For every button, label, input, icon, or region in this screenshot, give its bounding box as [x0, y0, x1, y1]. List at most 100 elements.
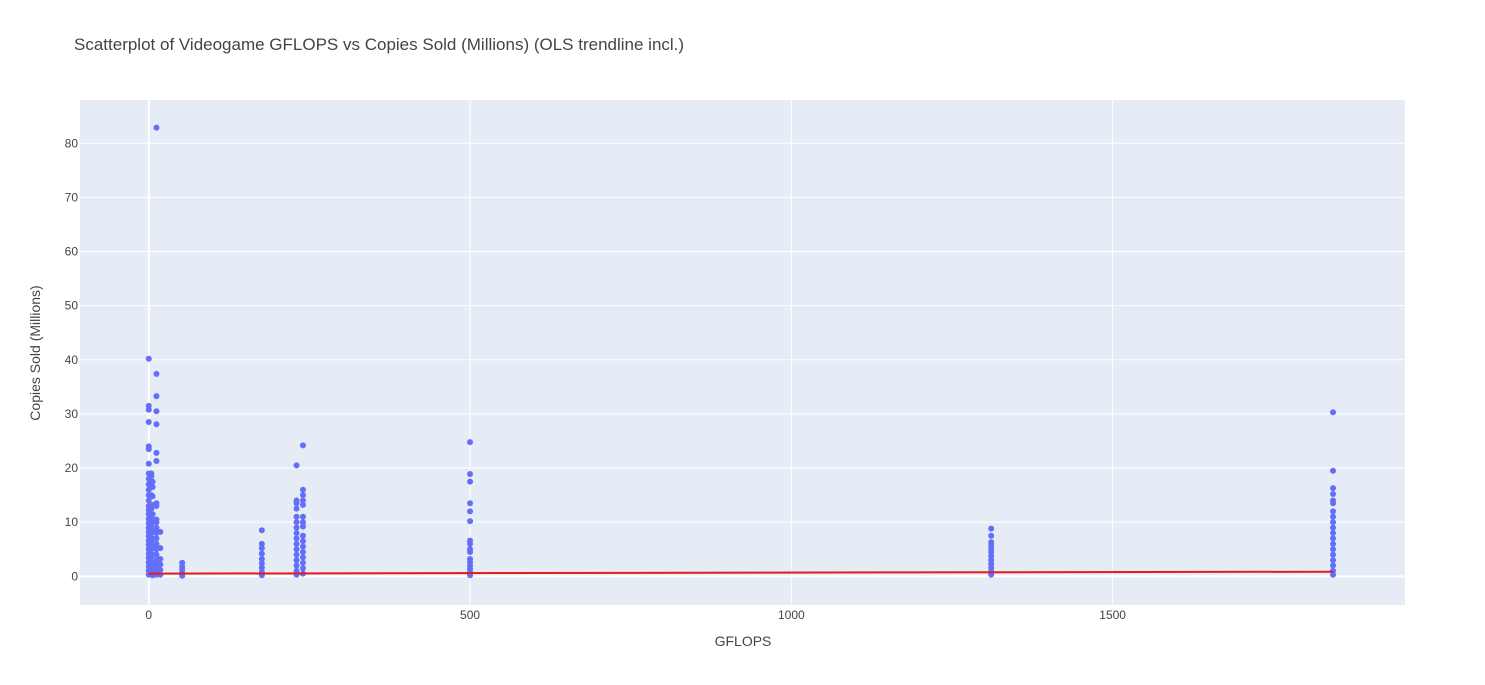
trendline-layer: [148, 570, 1334, 575]
data-point: [1330, 508, 1337, 515]
y-axis-ticks: 0 10 20 30 40 50 60 70 80: [65, 136, 79, 583]
data-point: [153, 449, 160, 456]
data-point: [467, 478, 474, 485]
data-point: [149, 493, 156, 500]
data-point: [149, 478, 156, 485]
data-point: [299, 442, 306, 449]
data-point: [293, 519, 300, 526]
ols-trendline: [148, 570, 1334, 575]
data-point: [1330, 485, 1337, 492]
y-tick-label: 60: [65, 245, 79, 259]
data-point: [467, 548, 474, 555]
data-point: [145, 419, 152, 426]
data-point: [299, 532, 306, 539]
x-tick-label: 0: [145, 608, 152, 622]
y-tick-label: 80: [65, 136, 79, 150]
y-tick-label: 50: [65, 299, 79, 313]
data-point: [467, 540, 474, 547]
data-point: [293, 530, 300, 537]
x-axis-title: GFLOPS: [715, 633, 772, 649]
data-point: [467, 471, 474, 478]
y-tick-label: 30: [65, 407, 79, 421]
data-point: [467, 508, 474, 515]
data-point: [145, 355, 152, 362]
data-point: [467, 518, 474, 525]
data-point: [1330, 500, 1337, 507]
data-point: [145, 406, 152, 413]
y-tick-label: 10: [65, 515, 79, 529]
data-point: [299, 497, 306, 504]
data-point: [258, 545, 265, 552]
data-point: [145, 497, 152, 504]
data-point: [299, 548, 306, 555]
x-axis-ticks: 0 500 1000 1500: [145, 608, 1126, 622]
data-point: [148, 473, 155, 480]
data-point: [293, 524, 300, 531]
data-point: [258, 555, 265, 562]
y-tick-label: 20: [65, 461, 79, 475]
data-point: [299, 538, 306, 545]
data-point: [157, 545, 164, 552]
chart-title: Scatterplot of Videogame GFLOPS vs Copie…: [74, 35, 684, 54]
data-point: [153, 408, 160, 415]
data-point: [153, 502, 160, 509]
data-points: [145, 124, 1337, 579]
data-point: [157, 561, 164, 568]
data-point: [157, 555, 164, 562]
data-point: [1330, 467, 1337, 474]
data-point: [299, 492, 306, 499]
data-point: [1330, 557, 1337, 564]
data-point: [293, 551, 300, 558]
data-point: [1330, 530, 1337, 537]
data-point: [293, 505, 300, 512]
data-point: [293, 557, 300, 564]
data-point: [153, 124, 160, 131]
data-point: [299, 501, 306, 508]
data-point: [153, 421, 160, 428]
data-point: [299, 486, 306, 493]
data-point: [258, 564, 265, 571]
data-point: [467, 500, 474, 507]
data-point: [153, 458, 160, 465]
data-point: [1330, 562, 1337, 569]
data-point: [149, 484, 156, 491]
plot-area: [80, 100, 1405, 605]
data-point: [299, 523, 306, 530]
data-point: [1330, 551, 1337, 558]
data-point: [1330, 519, 1337, 526]
data-point: [293, 513, 300, 520]
data-point: [299, 565, 306, 572]
data-point: [153, 519, 160, 526]
x-tick-label: 1500: [1099, 608, 1126, 622]
data-point: [1330, 535, 1337, 542]
data-point: [988, 532, 995, 539]
data-point: [153, 551, 160, 558]
data-point: [1330, 409, 1337, 416]
data-point: [157, 566, 164, 573]
data-point: [1330, 513, 1337, 520]
data-point: [258, 550, 265, 557]
data-point: [153, 393, 160, 400]
data-point: [258, 527, 265, 534]
y-tick-label: 0: [71, 569, 78, 583]
data-point: [299, 513, 306, 520]
data-point: [153, 535, 160, 542]
data-point: [1330, 524, 1337, 531]
data-point: [153, 524, 160, 531]
data-point: [1330, 491, 1337, 498]
data-point: [299, 519, 306, 526]
y-tick-label: 40: [65, 353, 79, 367]
data-point: [145, 446, 152, 453]
x-tick-label: 500: [460, 608, 480, 622]
data-point: [1330, 540, 1337, 547]
data-point: [988, 525, 995, 532]
data-point: [293, 546, 300, 553]
data-point: [293, 562, 300, 569]
data-point: [157, 528, 164, 535]
data-point: [293, 462, 300, 469]
data-point: [299, 559, 306, 566]
x-tick-label: 1000: [778, 608, 805, 622]
data-point: [258, 560, 265, 567]
data-point: [293, 500, 300, 507]
